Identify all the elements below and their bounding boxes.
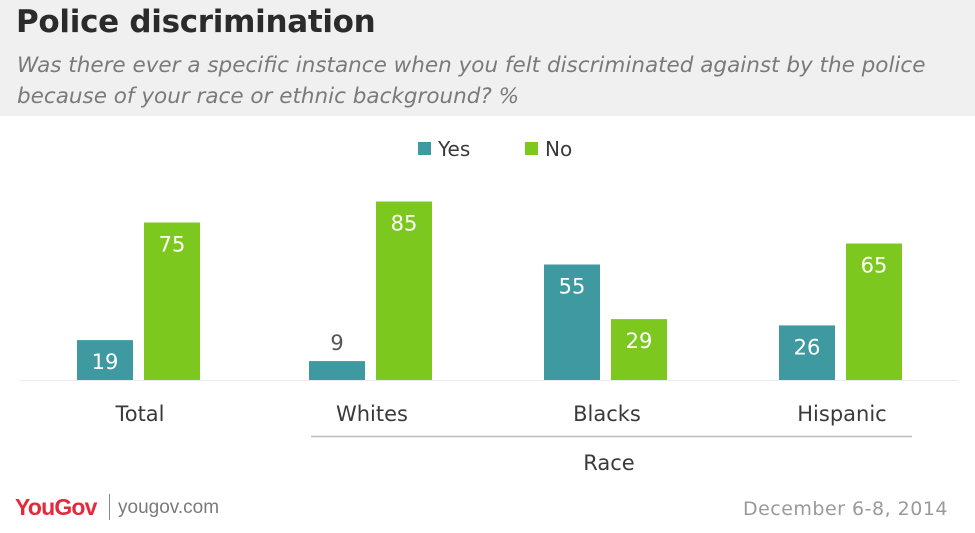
bar-total-no xyxy=(144,222,200,380)
data-label-whites-yes: 9 xyxy=(330,331,343,355)
data-label-blacks-no: 29 xyxy=(626,329,653,353)
legend-label-yes: Yes xyxy=(437,137,470,161)
category-label-total: Total xyxy=(114,402,164,426)
data-label-hispanic-yes: 26 xyxy=(794,335,821,359)
data-label-hispanic-no: 65 xyxy=(861,254,888,278)
data-label-total-no: 75 xyxy=(159,233,186,257)
bar-blacks-no xyxy=(611,319,667,380)
survey-date: December 6-8, 2014 xyxy=(742,498,948,520)
bar-whites-yes xyxy=(309,361,365,380)
bar-whites-no xyxy=(376,201,432,380)
footer-divider xyxy=(109,494,110,520)
yougov-logo: YouGov xyxy=(15,494,97,520)
bar-total-yes xyxy=(77,340,133,380)
category-label-blacks: Blacks xyxy=(573,402,641,426)
data-label-whites-no: 85 xyxy=(391,212,418,236)
footer-url: yougov.com xyxy=(118,497,220,518)
legend-swatch-yes xyxy=(418,142,431,155)
bar-hispanic-yes xyxy=(779,325,835,380)
data-label-total-yes: 19 xyxy=(92,350,119,374)
legend-label-no: No xyxy=(545,137,572,161)
bar-blacks-yes xyxy=(544,264,600,380)
chart-subtitle: Was there ever a specific instance when … xyxy=(17,53,926,109)
chart-title: Police discrimination xyxy=(16,4,376,40)
group-label: Race xyxy=(583,451,634,475)
category-label-whites: Whites xyxy=(336,402,408,426)
bar-hispanic-no xyxy=(846,243,902,380)
header-panel xyxy=(0,0,975,116)
legend-swatch-no xyxy=(525,142,538,155)
data-label-blacks-yes: 55 xyxy=(559,275,586,299)
category-label-hispanic: Hispanic xyxy=(797,402,886,426)
bar-chart: Yes No 19 75 Total 9 85 Whites 55 29 Blacks 26 65 His… xyxy=(20,137,958,475)
